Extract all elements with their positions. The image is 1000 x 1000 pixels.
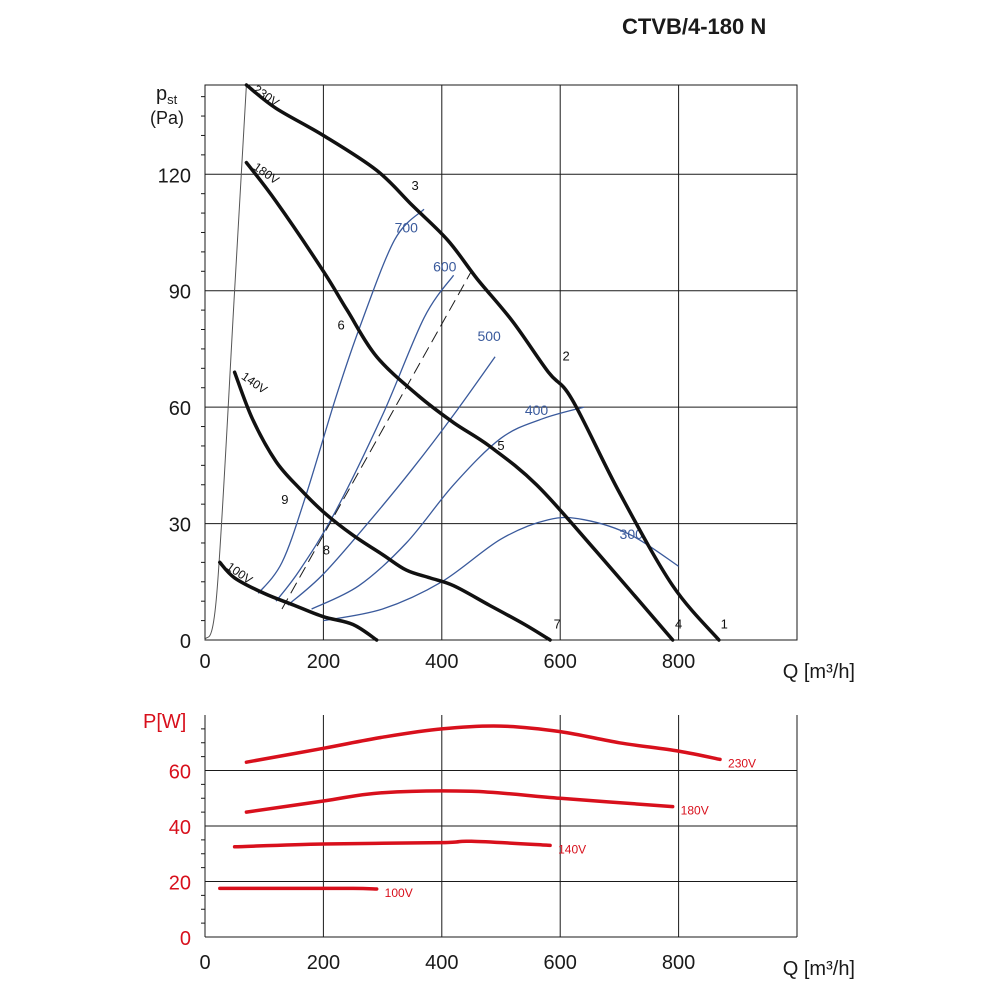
x-tick-label: 200 xyxy=(307,651,340,673)
power-curve-180V xyxy=(244,789,675,814)
y-tick-label: 90 xyxy=(169,282,191,304)
power-y-tick-label: 0 xyxy=(180,928,191,950)
power-y-axis-label: P[W] xyxy=(143,711,186,733)
power-curve-label-230V: 230V xyxy=(728,756,756,770)
y-tick-label: 60 xyxy=(169,398,191,420)
x-tick-label: 800 xyxy=(662,651,695,673)
power-curve-140V xyxy=(232,839,552,849)
point-label-1: 1 xyxy=(721,616,728,631)
rpm-label-400: 400 xyxy=(525,402,549,418)
x-tick-label: 0 xyxy=(199,651,210,673)
power-x-tick-label: 600 xyxy=(544,952,577,974)
curve-label-180V: 180V xyxy=(251,160,282,188)
rpm-curve-600 xyxy=(275,274,455,602)
pressure-curve-100V xyxy=(218,560,379,642)
y-axis-label: pst xyxy=(156,83,178,107)
x-tick-label: 400 xyxy=(425,651,458,673)
curve-label-230V: 230V xyxy=(251,82,282,110)
y-tick-label: 30 xyxy=(169,515,191,537)
point-label-8: 8 xyxy=(323,543,330,558)
power-x-tick-label: 800 xyxy=(662,952,695,974)
power-x-tick-label: 400 xyxy=(425,952,458,974)
point-label-4: 4 xyxy=(675,616,682,631)
power-curve-label-100V: 100V xyxy=(385,886,413,900)
rpm-label-700: 700 xyxy=(395,219,419,235)
power-curve-100V xyxy=(218,886,379,891)
power-chart: 0 200 400 600 800 0 20 40 60 P[W] Q [m³/h] 230V 180V… xyxy=(143,711,855,980)
point-label-6: 6 xyxy=(338,318,345,333)
power-x-tick-label: 200 xyxy=(307,952,340,974)
power-y-tick-label: 60 xyxy=(169,762,191,784)
point-label-3: 3 xyxy=(412,178,419,193)
page-title: CTVB/4-180 N xyxy=(622,14,767,39)
power-x-tick-label: 0 xyxy=(199,952,210,974)
pressure-curve-140V xyxy=(232,370,552,642)
rpm-curve-300 xyxy=(323,516,679,622)
power-curve-label-180V: 180V xyxy=(681,804,709,818)
power-y-tick-label: 20 xyxy=(169,873,191,895)
power-curve-label-140V: 140V xyxy=(558,842,586,856)
point-label-2: 2 xyxy=(563,349,570,364)
y-tick-label: 0 xyxy=(180,631,191,653)
power-curve-230V xyxy=(244,724,722,764)
point-label-7: 7 xyxy=(554,616,561,631)
pressure-chart: 0 200 400 600 800 0 30 60 90 120 pst(Pa) Q [m³/h] 70… xyxy=(150,82,855,683)
pressure-curve-180V xyxy=(244,160,675,642)
plot-frame xyxy=(204,84,798,641)
system-curve xyxy=(204,84,247,641)
rpm-curve-400 xyxy=(311,406,585,610)
rpm-label-600: 600 xyxy=(433,258,457,274)
point-label-5: 5 xyxy=(497,438,504,453)
pressure-curve-230V xyxy=(244,83,721,642)
x-tick-label: 600 xyxy=(544,651,577,673)
point-label-9: 9 xyxy=(281,492,288,507)
dashed-reference-line xyxy=(281,271,472,610)
y-axis-unit: (Pa) xyxy=(150,108,184,128)
power-x-axis-label: Q [m³/h] xyxy=(783,958,855,980)
rpm-label-500: 500 xyxy=(477,328,501,344)
rpm-curve-500 xyxy=(287,356,496,606)
y-tick-label: 120 xyxy=(158,165,191,187)
rpm-label-300: 300 xyxy=(620,526,644,542)
y-axis-label-sub: st xyxy=(167,92,178,107)
rpm-curve-700 xyxy=(257,208,425,594)
x-axis-label: Q [m³/h] xyxy=(783,661,855,683)
power-y-tick-label: 40 xyxy=(169,817,191,839)
